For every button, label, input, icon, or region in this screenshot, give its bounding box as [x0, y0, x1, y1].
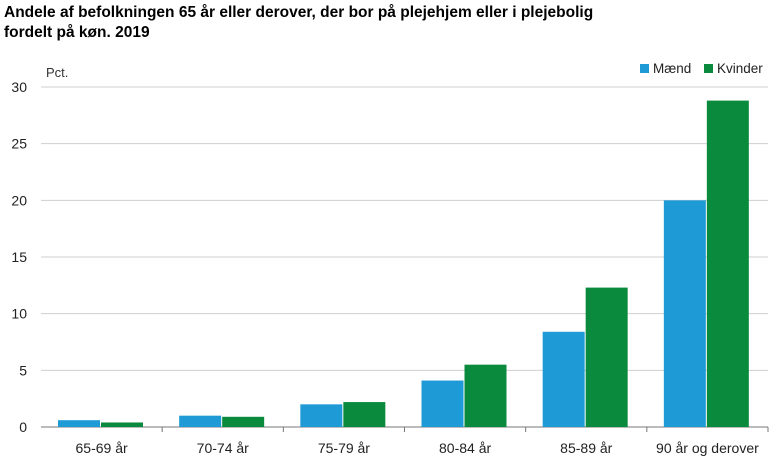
chart-title: Andele af befolkningen 65 år eller derov…	[4, 3, 766, 43]
bar-kvinder	[101, 422, 143, 427]
y-tick-label: 15	[11, 249, 27, 265]
grid-lines	[41, 86, 768, 428]
x-tick-label: 65-69 år	[76, 440, 128, 456]
bar-kvinder	[343, 402, 386, 427]
legend-swatch-maend	[640, 64, 649, 73]
y-axis-label: Pct.	[46, 65, 68, 80]
bar-maend	[663, 200, 706, 427]
legend-label-maend: Mænd	[653, 61, 691, 76]
legend: Mænd Kvinder	[640, 61, 763, 76]
y-tick-label: 0	[19, 419, 27, 435]
chart-title-line-2: fordelt på køn. 2019	[4, 24, 150, 41]
x-tick-label: 80-84 år	[439, 440, 491, 456]
bar-kvinder	[464, 364, 507, 427]
y-tick-label: 30	[11, 79, 27, 95]
bar-maend	[179, 415, 222, 427]
bar-kvinder	[585, 287, 628, 427]
bar-maend	[300, 404, 343, 427]
chart-title-line-1: Andele af befolkningen 65 år eller derov…	[4, 4, 594, 21]
y-tick-label: 20	[11, 192, 27, 208]
bar-maend	[58, 420, 100, 427]
y-tick-label: 10	[11, 306, 27, 322]
x-tick-labels: 65-69 år 70-74 år 75-79 år 80-84 år 85-89 år…	[76, 427, 769, 456]
y-tick-label: 5	[19, 362, 27, 378]
bar-maend	[542, 331, 585, 427]
x-tick-label: 75-79 år	[318, 440, 370, 456]
y-tick-labels: 0 5 10 15 20 25 30	[11, 79, 27, 435]
legend-swatch-kvinder	[704, 64, 713, 73]
legend-label-kvinder: Kvinder	[717, 61, 763, 76]
x-tick-label: 70-74 år	[197, 440, 249, 456]
bar-kvinder	[222, 416, 265, 427]
bar-kvinder	[706, 100, 749, 427]
x-tick-label: 85-89 år	[560, 440, 612, 456]
x-tick-label: 90 år og derover	[656, 440, 759, 456]
y-tick-label: 25	[11, 136, 27, 152]
bars	[58, 100, 749, 427]
bar-maend	[421, 380, 464, 427]
